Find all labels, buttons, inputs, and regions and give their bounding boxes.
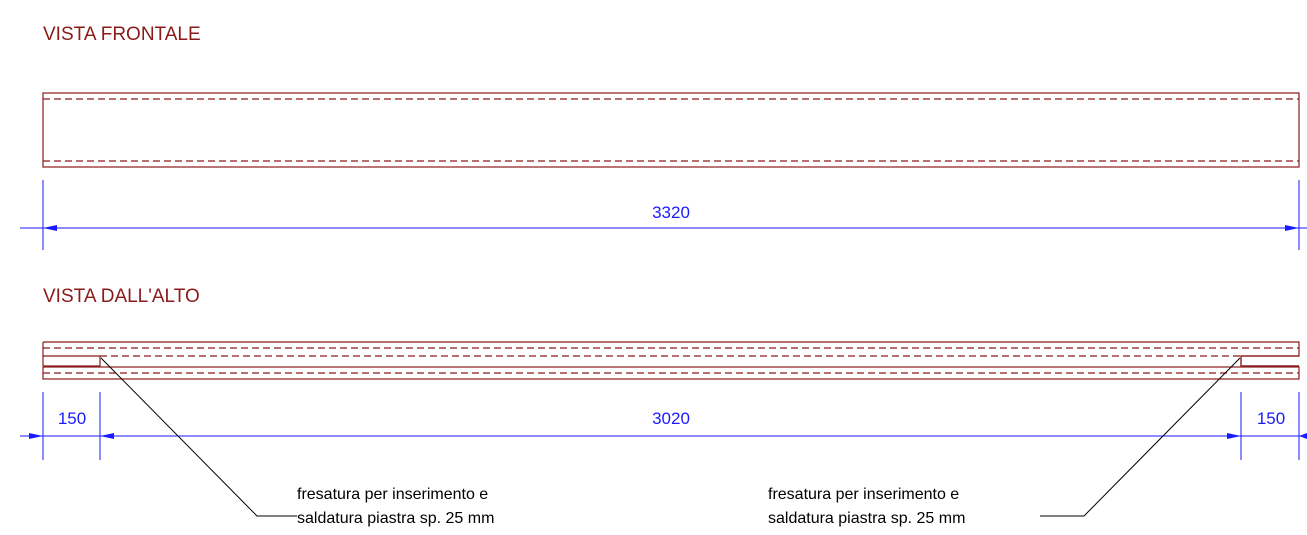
note-left: fresatura per inserimento e saldatura pi… (100, 357, 494, 527)
note-right-line2: saldatura piastra sp. 25 mm (768, 510, 965, 527)
top-dim-arrow-3 (1227, 433, 1241, 439)
top-dim-right-value: 150 (1257, 409, 1285, 428)
top-beam-right-slot (1240, 355, 1299, 367)
top-dim-arrow-2 (100, 433, 114, 439)
front-view-title: VISTA FRONTALE (43, 24, 201, 45)
front-dim-value: 3320 (652, 203, 690, 222)
top-view-title: VISTA DALL'ALTO (43, 286, 200, 307)
front-dim-arrow-left (43, 225, 57, 231)
top-dim-arrow-4 (1299, 433, 1307, 439)
top-view-beam (42, 341, 1300, 380)
top-dim-left-value: 150 (58, 409, 86, 428)
top-dim-middle-value: 3020 (652, 409, 690, 428)
front-total-dimension: 3320 (20, 180, 1307, 250)
note-left-line1: fresatura per inserimento e (297, 486, 488, 503)
front-beam-outline (42, 92, 1300, 168)
top-beam-left-slot (43, 355, 101, 367)
front-dim-arrow-right (1285, 225, 1299, 231)
top-beam-upper-right-slot (43, 341, 1300, 367)
note-right: fresatura per inserimento e saldatura pi… (768, 357, 1241, 527)
note-left-line2: saldatura piastra sp. 25 mm (297, 510, 494, 527)
top-dim-arrow-1 (29, 433, 43, 439)
note-right-line1: fresatura per inserimento e (768, 486, 959, 503)
front-view-beam (42, 92, 1300, 168)
top-dimensions: 150 3020 150 (20, 392, 1307, 460)
note-left-leader (100, 357, 297, 517)
note-right-leader (1040, 357, 1241, 517)
